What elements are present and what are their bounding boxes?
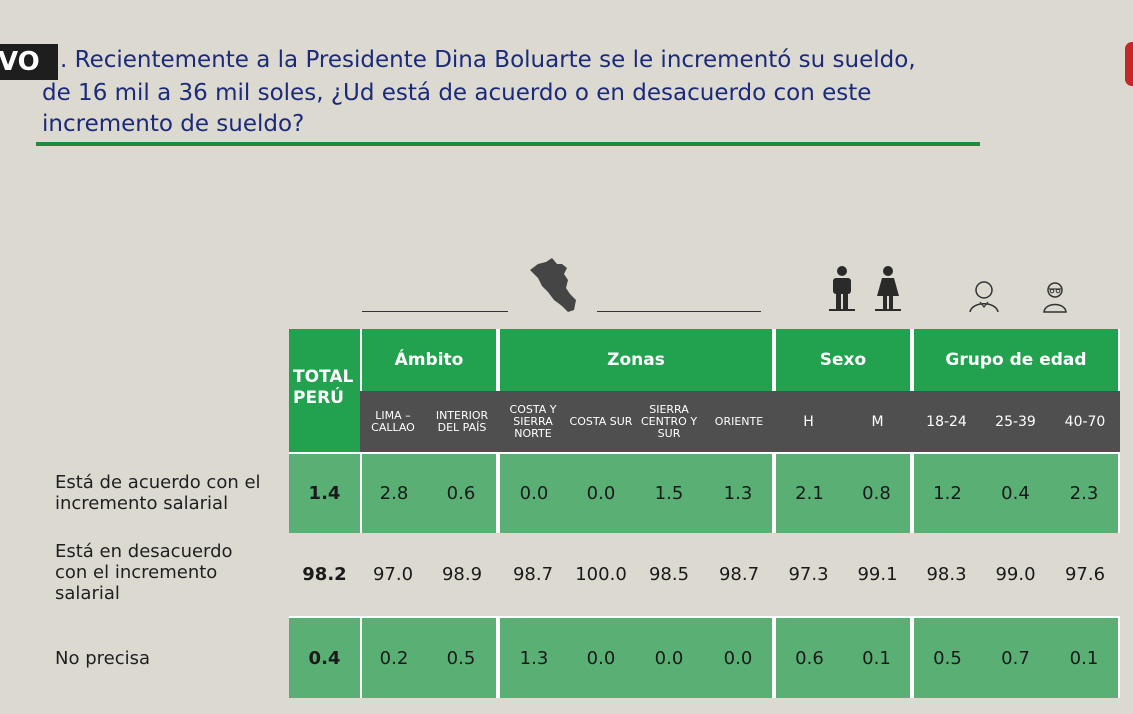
question-line-2: de 16 mil a 36 mil soles, ¿Ud está de ac… [42,80,872,106]
column-header-1-3: ORIENTE [704,391,774,452]
data-value-0-4: 1.5 [634,452,704,533]
question-line-3: incremento de sueldo? [42,111,305,137]
data-value-1-9: 99.0 [995,564,1036,585]
data-value-1-2: 98.7 [512,564,554,585]
question-line-1: . Recientemente a la Presidente Dina Bol… [60,47,916,73]
column-header-2-0: H [774,391,843,452]
group-header-1: Zonas [498,329,774,391]
data-value-0-5: 1.3 [704,452,774,533]
data-value-2-2: 1.3 [498,616,568,698]
data-value-1-4: 98.5 [648,564,690,585]
older-person-icon [1043,282,1067,313]
data-value-1-5: 98.7 [718,564,760,585]
data-value-0-0: 2.8 [360,452,426,533]
data-value-0-8: 1.2 [912,452,981,533]
section-tag: VO [0,44,58,80]
data-value-2-1: 0.5 [426,616,498,698]
data-value-2-6: 0.6 [774,616,843,698]
group-header-0: Ámbito [360,329,498,391]
data-value-1-0: 97.0 [372,564,414,585]
data-value-2-5: 0.0 [704,616,774,698]
column-header-0-0: LIMA – CALLAO [360,391,426,452]
data-value-2-8: 0.5 [912,616,981,698]
row-label-2: No precisa [55,648,151,669]
data-value-1-7: 99.1 [857,564,898,585]
column-header-3-1: 25-39 [981,391,1050,452]
data-value-2-10: 0.1 [1050,616,1120,698]
column-header-1-1: COSTA SUR [568,391,634,452]
data-value-2-4: 0.0 [634,616,704,698]
zonas-underline [597,311,761,312]
young-person-icon [969,281,999,313]
data-value-0-10: 2.3 [1050,452,1120,533]
total-value-1: 98.2 [302,564,347,585]
data-value-0-6: 2.1 [774,452,843,533]
ambito-underline [362,311,508,312]
peru-map-icon [530,258,576,312]
column-header-2-1: M [843,391,912,452]
data-value-2-3: 0.0 [568,616,634,698]
row-label-0: Está de acuerdo con el incremento salari… [55,472,261,514]
total-value-2: 0.4 [289,616,360,698]
column-header-1-0: COSTA Y SIERRA NORTE [498,391,568,452]
woman-icon [875,266,901,311]
column-header-1-2: SIERRA CENTRO Y SUR [634,391,704,452]
data-value-0-1: 0.6 [426,452,498,533]
data-value-1-8: 98.3 [926,564,967,585]
total-value-0: 1.4 [289,452,360,533]
group-header-2: Sexo [774,329,912,391]
data-value-1-10: 97.6 [1064,564,1106,585]
total-peru-header: TOTAL PERÚ [289,329,360,452]
man-icon [829,266,855,311]
data-value-1-3: 100.0 [575,564,627,585]
column-header-3-0: 18-24 [912,391,981,452]
row-label-1: Está en desacuerdo con el incremento sal… [55,541,233,604]
data-value-0-3: 0.0 [568,452,634,533]
data-value-0-9: 0.4 [981,452,1050,533]
data-value-0-7: 0.8 [843,452,912,533]
data-value-2-7: 0.1 [843,616,912,698]
edge-marker [1125,42,1133,86]
data-value-1-1: 98.9 [441,564,483,585]
column-header-3-2: 40-70 [1050,391,1120,452]
group-header-3: Grupo de edad [912,329,1120,391]
data-value-2-0: 0.2 [360,616,426,698]
data-value-1-6: 97.3 [788,564,829,585]
title-underline [36,142,980,146]
data-value-0-2: 0.0 [498,452,568,533]
column-header-0-1: INTERIOR DEL PAÍS [426,391,498,452]
data-value-2-9: 0.7 [981,616,1050,698]
